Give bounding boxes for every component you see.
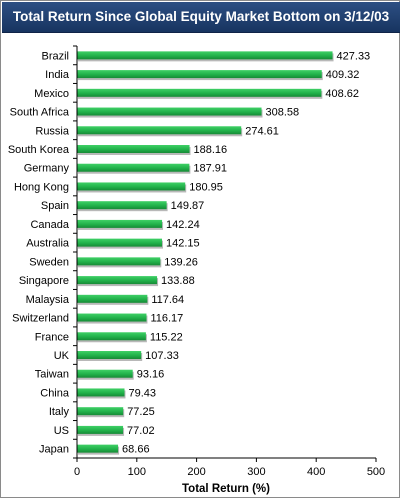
category-label: South Korea <box>8 144 70 156</box>
category-label: Italy <box>49 406 70 418</box>
x-tick-label: 300 <box>247 466 265 478</box>
chart-title: Total Return Since Global Equity Market … <box>12 9 390 24</box>
bar <box>77 219 163 228</box>
value-label: 139.26 <box>164 256 198 268</box>
category-label: Brazil <box>41 50 69 62</box>
category-label: Singapore <box>19 275 69 287</box>
value-label: 409.32 <box>326 69 360 81</box>
bar <box>77 107 262 116</box>
category-label: Switzerland <box>12 313 69 325</box>
category-label: Spain <box>41 200 69 212</box>
bar <box>77 145 190 153</box>
value-label: 68.66 <box>122 444 150 456</box>
title-bar: Total Return Since Global Equity Market … <box>2 2 400 33</box>
bar <box>77 70 322 79</box>
value-label: 149.87 <box>171 200 205 212</box>
value-label: 133.88 <box>161 275 195 287</box>
category-label: Malaysia <box>26 294 70 306</box>
category-label: France <box>35 331 69 343</box>
category-label: India <box>45 69 70 81</box>
bar <box>77 126 242 135</box>
category-label: Canada <box>30 219 69 231</box>
bar <box>77 257 161 266</box>
bar <box>77 51 333 60</box>
bar <box>77 294 148 303</box>
category-label: Russia <box>35 125 70 137</box>
category-label: US <box>54 425 69 437</box>
category-label: Hong Kong <box>14 181 69 193</box>
category-label: UK <box>54 350 70 362</box>
category-label: Germany <box>24 163 70 175</box>
bar <box>77 276 158 285</box>
bar <box>77 332 146 341</box>
value-label: 187.91 <box>193 163 227 175</box>
value-label: 79.43 <box>128 387 156 399</box>
bar <box>77 201 167 210</box>
value-label: 142.15 <box>166 238 200 250</box>
bar <box>77 163 190 172</box>
value-label: 427.33 <box>337 50 371 62</box>
value-label: 274.61 <box>245 125 279 137</box>
value-label: 188.16 <box>194 144 228 156</box>
value-label: 107.33 <box>145 350 179 362</box>
x-tick-label: 0 <box>74 466 80 478</box>
value-label: 115.22 <box>150 331 183 343</box>
value-label: 77.25 <box>127 406 155 418</box>
category-label: South Africa <box>10 107 70 119</box>
bar <box>77 88 322 97</box>
x-axis-title: Total Return (%) <box>182 483 270 495</box>
x-tick-label: 400 <box>307 466 325 478</box>
bar <box>77 407 124 416</box>
value-label: 142.24 <box>166 219 200 231</box>
x-tick-label: 200 <box>187 466 205 478</box>
value-label: 180.95 <box>189 181 223 193</box>
bar <box>77 369 133 378</box>
category-label: Mexico <box>34 88 69 100</box>
bar <box>77 388 125 397</box>
value-label: 93.16 <box>137 369 165 381</box>
value-label: 308.58 <box>266 107 300 119</box>
bar <box>77 238 163 247</box>
x-tick-label: 500 <box>367 466 385 478</box>
value-label: 77.02 <box>127 425 155 437</box>
category-label: Australia <box>26 238 70 250</box>
value-label: 117.64 <box>151 294 184 306</box>
category-label: Sweden <box>29 256 69 268</box>
bar <box>77 351 142 359</box>
value-label: 116.17 <box>150 313 183 325</box>
bar <box>77 425 124 434</box>
category-label: Japan <box>39 444 69 456</box>
x-tick-label: 100 <box>128 466 146 478</box>
bar <box>77 313 147 322</box>
bar <box>77 444 119 453</box>
category-label: Taiwan <box>35 369 69 381</box>
category-label: China <box>40 387 70 399</box>
bar <box>77 182 186 191</box>
value-label: 408.62 <box>325 88 359 100</box>
